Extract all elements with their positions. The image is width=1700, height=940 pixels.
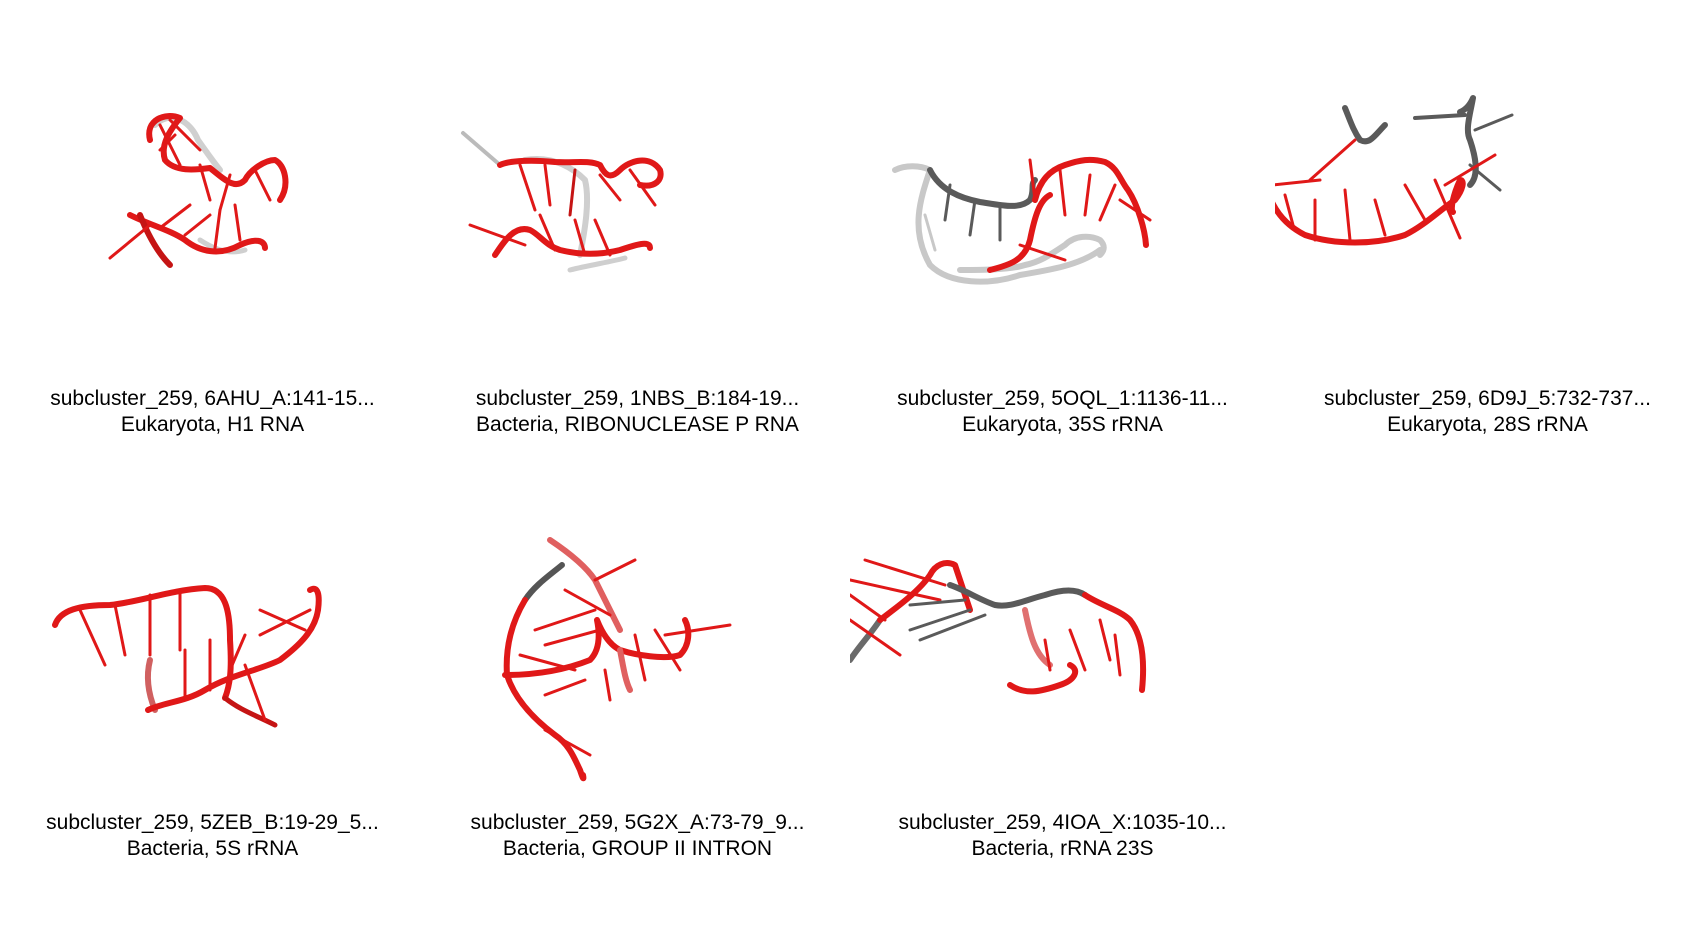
tile-caption: subcluster_259, 5OQL_1:1136-11... Eukary… <box>850 386 1275 438</box>
tile-id-label: subcluster_259, 5ZEB_B:19-29_5... <box>46 811 379 834</box>
tile-organism-label: Bacteria, 5S rRNA <box>126 837 299 860</box>
rna-structure-image <box>461 131 664 273</box>
rna-structure-image <box>1275 95 1514 246</box>
structure-tile-7: subcluster_259, 4IOA_X:1035-10... Bacter… <box>850 470 1275 940</box>
rna-structure-image <box>892 156 1152 285</box>
structure-tile-5: subcluster_259, 5ZEB_B:19-29_5... Bacter… <box>0 470 425 940</box>
tile-id-label: subcluster_259, 6AHU_A:141-15... <box>50 387 375 410</box>
rna-structure-image <box>502 537 732 782</box>
rna-structure-image <box>108 113 289 268</box>
rna-structure-image <box>850 558 1147 695</box>
tile-id-label: subcluster_259, 5OQL_1:1136-11... <box>897 387 1228 410</box>
structure-tile-3: subcluster_259, 5OQL_1:1136-11... Eukary… <box>850 0 1275 470</box>
tile-id-label: subcluster_259, 4IOA_X:1035-10... <box>898 811 1227 834</box>
rna-structure-image <box>52 585 322 728</box>
tile-organism-label: Eukaryota, 28S rRNA <box>1387 413 1588 436</box>
tile-caption: subcluster_259, 5ZEB_B:19-29_5... Bacter… <box>0 810 425 862</box>
tile-organism-label: Bacteria, GROUP II INTRON <box>502 837 773 860</box>
tile-caption: subcluster_259, 6AHU_A:141-15... Eukaryo… <box>0 386 425 438</box>
tile-caption: subcluster_259, 1NBS_B:184-19... Bacteri… <box>425 386 850 438</box>
tile-id-label: subcluster_259, 5G2X_A:73-79_9... <box>470 811 805 834</box>
tile-caption: subcluster_259, 6D9J_5:732-737... Eukary… <box>1275 386 1700 438</box>
structure-tile-1: subcluster_259, 6AHU_A:141-15... Eukaryo… <box>0 0 425 470</box>
structure-tile-6: subcluster_259, 5G2X_A:73-79_9... Bacter… <box>425 470 850 940</box>
tile-id-label: subcluster_259, 1NBS_B:184-19... <box>475 387 800 410</box>
tile-organism-label: Eukaryota, H1 RNA <box>120 413 305 436</box>
tile-caption: subcluster_259, 5G2X_A:73-79_9... Bacter… <box>425 810 850 862</box>
structure-tile-2: subcluster_259, 1NBS_B:184-19... Bacteri… <box>425 0 850 470</box>
tile-organism-label: Bacteria, RIBONUCLEASE P RNA <box>476 413 799 436</box>
structure-tile-4: subcluster_259, 6D9J_5:732-737... Eukary… <box>1275 0 1700 470</box>
tile-id-label: subcluster_259, 6D9J_5:732-737... <box>1324 387 1651 410</box>
tile-caption: subcluster_259, 4IOA_X:1035-10... Bacter… <box>850 810 1275 862</box>
tile-organism-label: Eukaryota, 35S rRNA <box>962 413 1163 436</box>
tile-organism-label: Bacteria, rRNA 23S <box>971 837 1154 860</box>
